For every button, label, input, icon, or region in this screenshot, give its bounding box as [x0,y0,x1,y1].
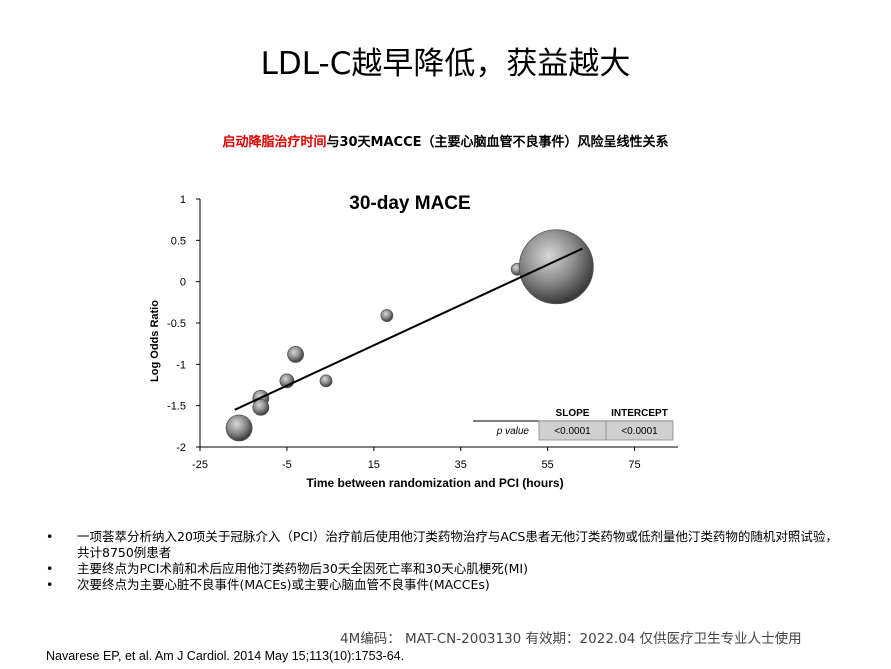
subtitle-rest: 与30天MACCE（主要心脑血管不良事件）风险呈线性关系 [326,135,669,150]
data-point [252,398,270,416]
data-point [380,309,394,322]
data-point [319,374,333,388]
table-header: SLOPE [556,408,590,419]
slide-title: LDL-C越早降低，获益越大 [260,46,631,82]
y-tick-label: -1.5 [167,401,186,413]
y-tick-label: 0.5 [171,235,186,247]
x-axis-label: Time between randomization and PCI (hour… [306,476,563,490]
bullet-text: 次要终点为主要心脏不良事件(MACEs)或主要心脑血管不良事件(MACCEs) [77,577,490,592]
table-cell-value: <0.0001 [554,426,591,437]
table-row-label: p value [496,426,530,437]
data-points [225,229,594,442]
x-tick-label: 15 [368,459,380,471]
y-axis-label: Log Odds Ratio [149,300,161,382]
y-tick-label: -0.5 [167,318,186,330]
x-tick-label: 75 [628,459,640,471]
regression-line [234,247,583,411]
stats-table: SLOPE INTERCEPT p value <0.0001 <0.0001 [473,408,674,441]
subtitle-highlight: 启动降脂治疗时间 [222,135,327,150]
y-tick-label: 0 [180,277,186,289]
table-header: INTERCEPT [611,408,668,419]
x-tick-label: 35 [455,459,467,471]
list-item: • 次要终点为主要心脏不良事件(MACEs)或主要心脑血管不良事件(MACCEs) [46,577,846,593]
bullet-dot: • [46,577,54,592]
x-tick-label: -5 [282,459,292,471]
bullet-dot: • [46,561,54,576]
data-point [287,346,305,363]
data-point [225,414,253,442]
y-tick-label: 1 [180,194,186,206]
chart-subtitle: 启动降脂治疗时间与30天MACCE（主要心脑血管不良事件）风险呈线性关系 [0,131,891,150]
table-cell-value: <0.0001 [621,426,658,437]
bullet-text: 主要终点为PCI术前和术后应用他汀类药物后30天全因死亡率和30天心肌梗死(MI… [77,561,528,576]
bullet-list: • 一项荟萃分析纳入20项关于冠脉介入（PCI）治疗前后使用他汀类药物治疗与ACS… [46,529,846,593]
y-tick-label: -1 [176,359,186,371]
list-item: • 主要终点为PCI术前和术后应用他汀类药物后30天全因死亡率和30天心肌梗死(M… [46,561,846,577]
footer-code: 4M编码： MAT-CN-2003130 有效期：2022.04 仅供医疗卫生专… [340,631,802,647]
citation: Navarese EP, et al. Am J Cardiol. 2014 M… [46,649,405,663]
data-point [518,229,594,305]
table-cell [605,420,674,441]
axes: 1 0.5 0 -0.5 -1 -1.5 -2 -25 -5 15 35 55 75 [167,194,678,471]
scatter-chart: 30-day MACE 1 0.5 0 -0.5 -1 -1.5 -2 -25 -5 15 35 55… [149,193,678,490]
y-tick-label: -2 [176,442,186,454]
bullet-dot: • [46,529,54,544]
list-item: • 一项荟萃分析纳入20项关于冠脉介入（PCI）治疗前后使用他汀类药物治疗与ACS… [46,529,846,561]
chart-title: 30-day MACE [349,193,470,214]
bullet-text: 一项荟萃分析纳入20项关于冠脉介入（PCI）治疗前后使用他汀类药物治疗与ACS患… [77,529,838,560]
x-tick-label: -25 [192,459,208,471]
x-tick-label: 55 [542,459,554,471]
